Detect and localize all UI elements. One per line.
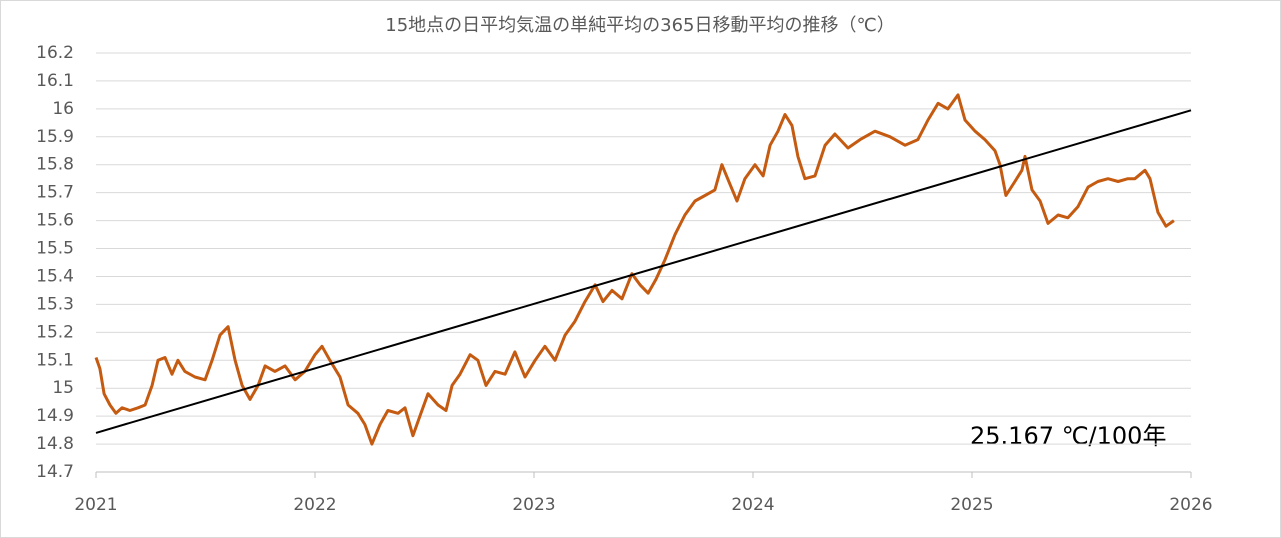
y-tick-label: 15.5 — [36, 239, 74, 259]
y-tick-label: 14.9 — [36, 406, 74, 426]
x-tick-label: 2022 — [293, 495, 336, 515]
x-tick-label: 2026 — [1169, 495, 1212, 515]
y-tick-label: 15.3 — [36, 294, 74, 314]
y-tick-label: 15.2 — [36, 322, 74, 342]
y-tick-label: 15.1 — [36, 350, 74, 370]
series-line — [94, 93, 1175, 446]
x-tick-label: 2025 — [950, 495, 993, 515]
y-tick-label: 16.1 — [36, 71, 74, 91]
y-tick-label: 14.8 — [36, 434, 74, 454]
chart-title: 15地点の日平均気温の単純平均の365日移動平均の推移（℃） — [385, 15, 894, 36]
y-tick-label: 15 — [52, 378, 74, 398]
y-tick-label: 15.7 — [36, 183, 74, 203]
x-tick-label: 2021 — [74, 495, 117, 515]
x-tick-label: 2023 — [512, 495, 555, 515]
y-tick-label: 16.2 — [36, 43, 74, 63]
y-tick-label: 14.7 — [36, 462, 74, 482]
y-tick-label: 15.9 — [36, 127, 74, 147]
series-line — [95, 109, 1192, 434]
y-tick-label: 15.4 — [36, 266, 74, 286]
x-tick-label: 2024 — [731, 495, 774, 515]
y-tick-label: 16 — [52, 99, 74, 119]
y-tick-label: 15.6 — [36, 211, 74, 231]
annotation: 25.167 ℃/100年 — [970, 422, 1166, 450]
y-tick-label: 15.8 — [36, 155, 74, 175]
